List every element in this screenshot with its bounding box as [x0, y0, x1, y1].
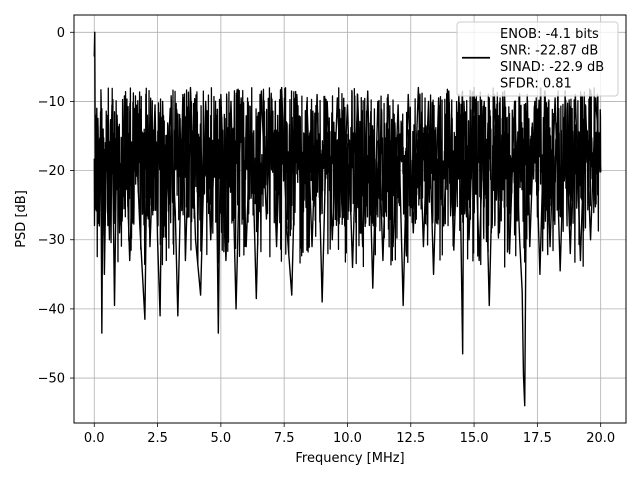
- x-axis-title: Frequency [MHz]: [295, 451, 404, 466]
- y-tick-label: 0: [57, 26, 65, 41]
- legend: ENOB: -4.1 bits SNR: -22.87 dB SINAD: -22.…: [456, 21, 619, 97]
- y-tick-label: −50: [38, 372, 65, 387]
- x-tick-label: 12.5: [396, 431, 425, 446]
- y-tick-label: −10: [38, 95, 65, 110]
- x-tick-label: 2.5: [147, 431, 168, 446]
- y-tick-label: −20: [38, 164, 65, 179]
- series-layer: [93, 31, 602, 407]
- y-tick-label: −40: [38, 302, 65, 317]
- y-axis-title: PSD [dB]: [14, 190, 29, 248]
- x-tick-label: 15.0: [460, 431, 489, 446]
- plot-frame: [73, 14, 627, 424]
- legend-label: ENOB: -4.1 bits SNR: -22.87 dB SINAD: -22.…: [500, 27, 604, 92]
- x-axis-ticks: 0.0 2.5 5.0 7.5 10.0 12.5 15.0 17.5 20.0: [84, 423, 615, 446]
- x-tick-label: 7.5: [274, 431, 295, 446]
- x-tick-label: 17.5: [523, 431, 552, 446]
- x-tick-label: 0.0: [84, 431, 105, 446]
- legend-box: [456, 21, 619, 97]
- x-tick-label: 10.0: [333, 431, 362, 446]
- y-axis-ticks: 0 −10 −20 −30 −40 −50: [38, 26, 74, 387]
- x-tick-label: 20.0: [586, 431, 615, 446]
- y-tick-label: −30: [38, 233, 65, 248]
- psd-series-line: [93, 31, 602, 407]
- x-tick-label: 5.0: [211, 431, 232, 446]
